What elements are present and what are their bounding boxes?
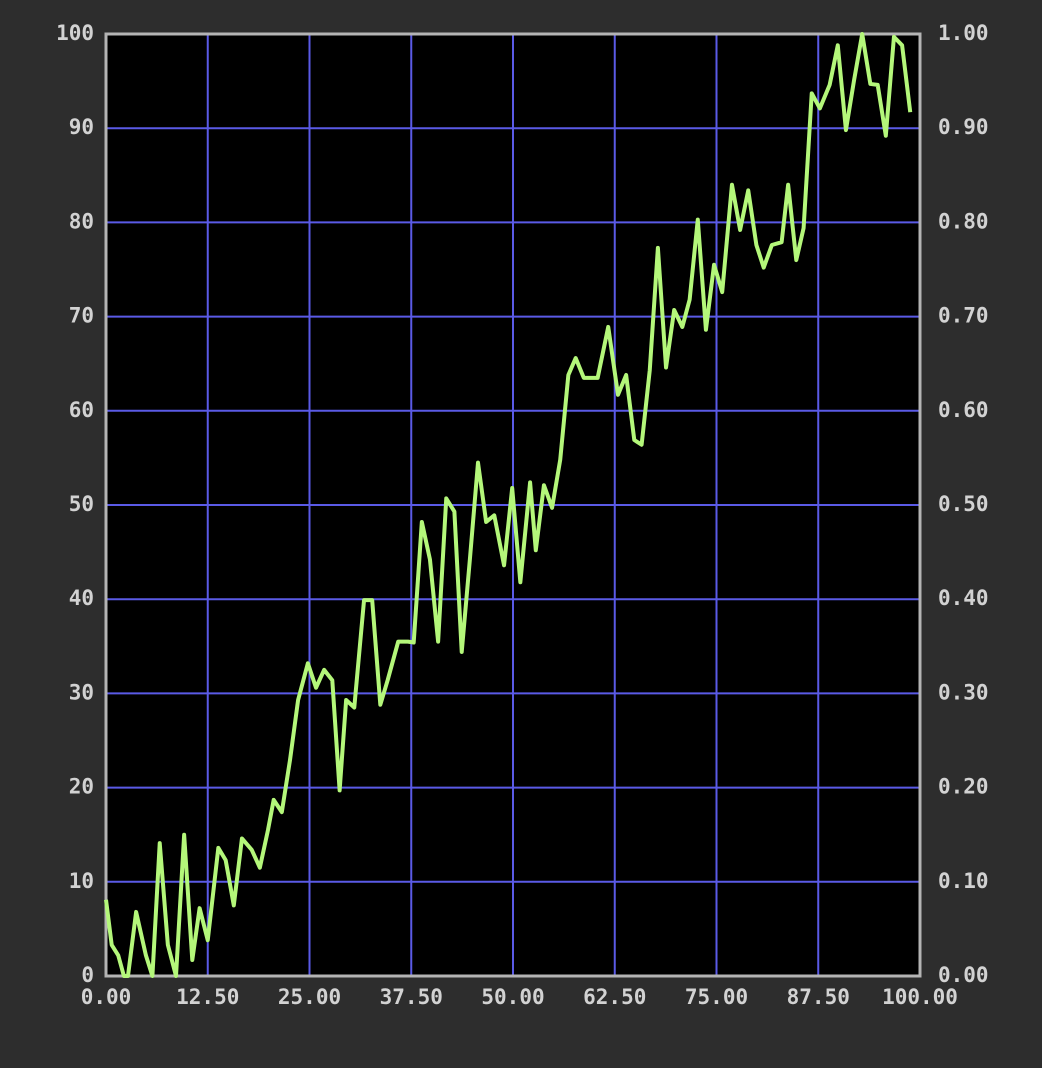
x-tick-label: 37.50 [380,985,443,1009]
data-line [104,32,913,978]
y2-tick-label: 0.60 [938,398,989,422]
y-tick-label: 40 [69,586,94,610]
y-tick-label: 50 [69,492,94,516]
y-tick-label: 70 [69,304,94,328]
y-tick-label: 10 [69,869,94,893]
y-tick-label: 0 [81,963,94,987]
x-tick-label: 75.00 [685,985,748,1009]
y2-tick-label: 0.20 [938,775,989,799]
y2-tick-label: 0.90 [938,115,989,139]
y-tick-label: 80 [69,209,94,233]
y2-tick-label: 0.70 [938,304,989,328]
y2-tick-label: 0.30 [938,680,989,704]
x-tick-label: 0.00 [81,985,132,1009]
y2-tick-label: 0.50 [938,492,989,516]
x-tick-label: 62.50 [583,985,646,1009]
y2-tick-label: 0.10 [938,869,989,893]
y-tick-label: 30 [69,680,94,704]
y-tick-label: 20 [69,775,94,799]
y-tick-label: 60 [69,398,94,422]
y2-tick-label: 0.80 [938,209,989,233]
y2-tick-label: 0.40 [938,586,989,610]
x-tick-label: 12.50 [176,985,239,1009]
x-tick-label: 87.50 [787,985,850,1009]
y-tick-label: 90 [69,115,94,139]
y-tick-label: 100 [56,21,94,45]
x-tick-label: 25.00 [278,985,341,1009]
y2-tick-label: 0.00 [938,963,989,987]
x-tick-label: 50.00 [481,985,544,1009]
plot-border [104,32,922,978]
x-tick-label: 100.00 [882,985,958,1009]
y2-tick-label: 1.00 [938,21,989,45]
